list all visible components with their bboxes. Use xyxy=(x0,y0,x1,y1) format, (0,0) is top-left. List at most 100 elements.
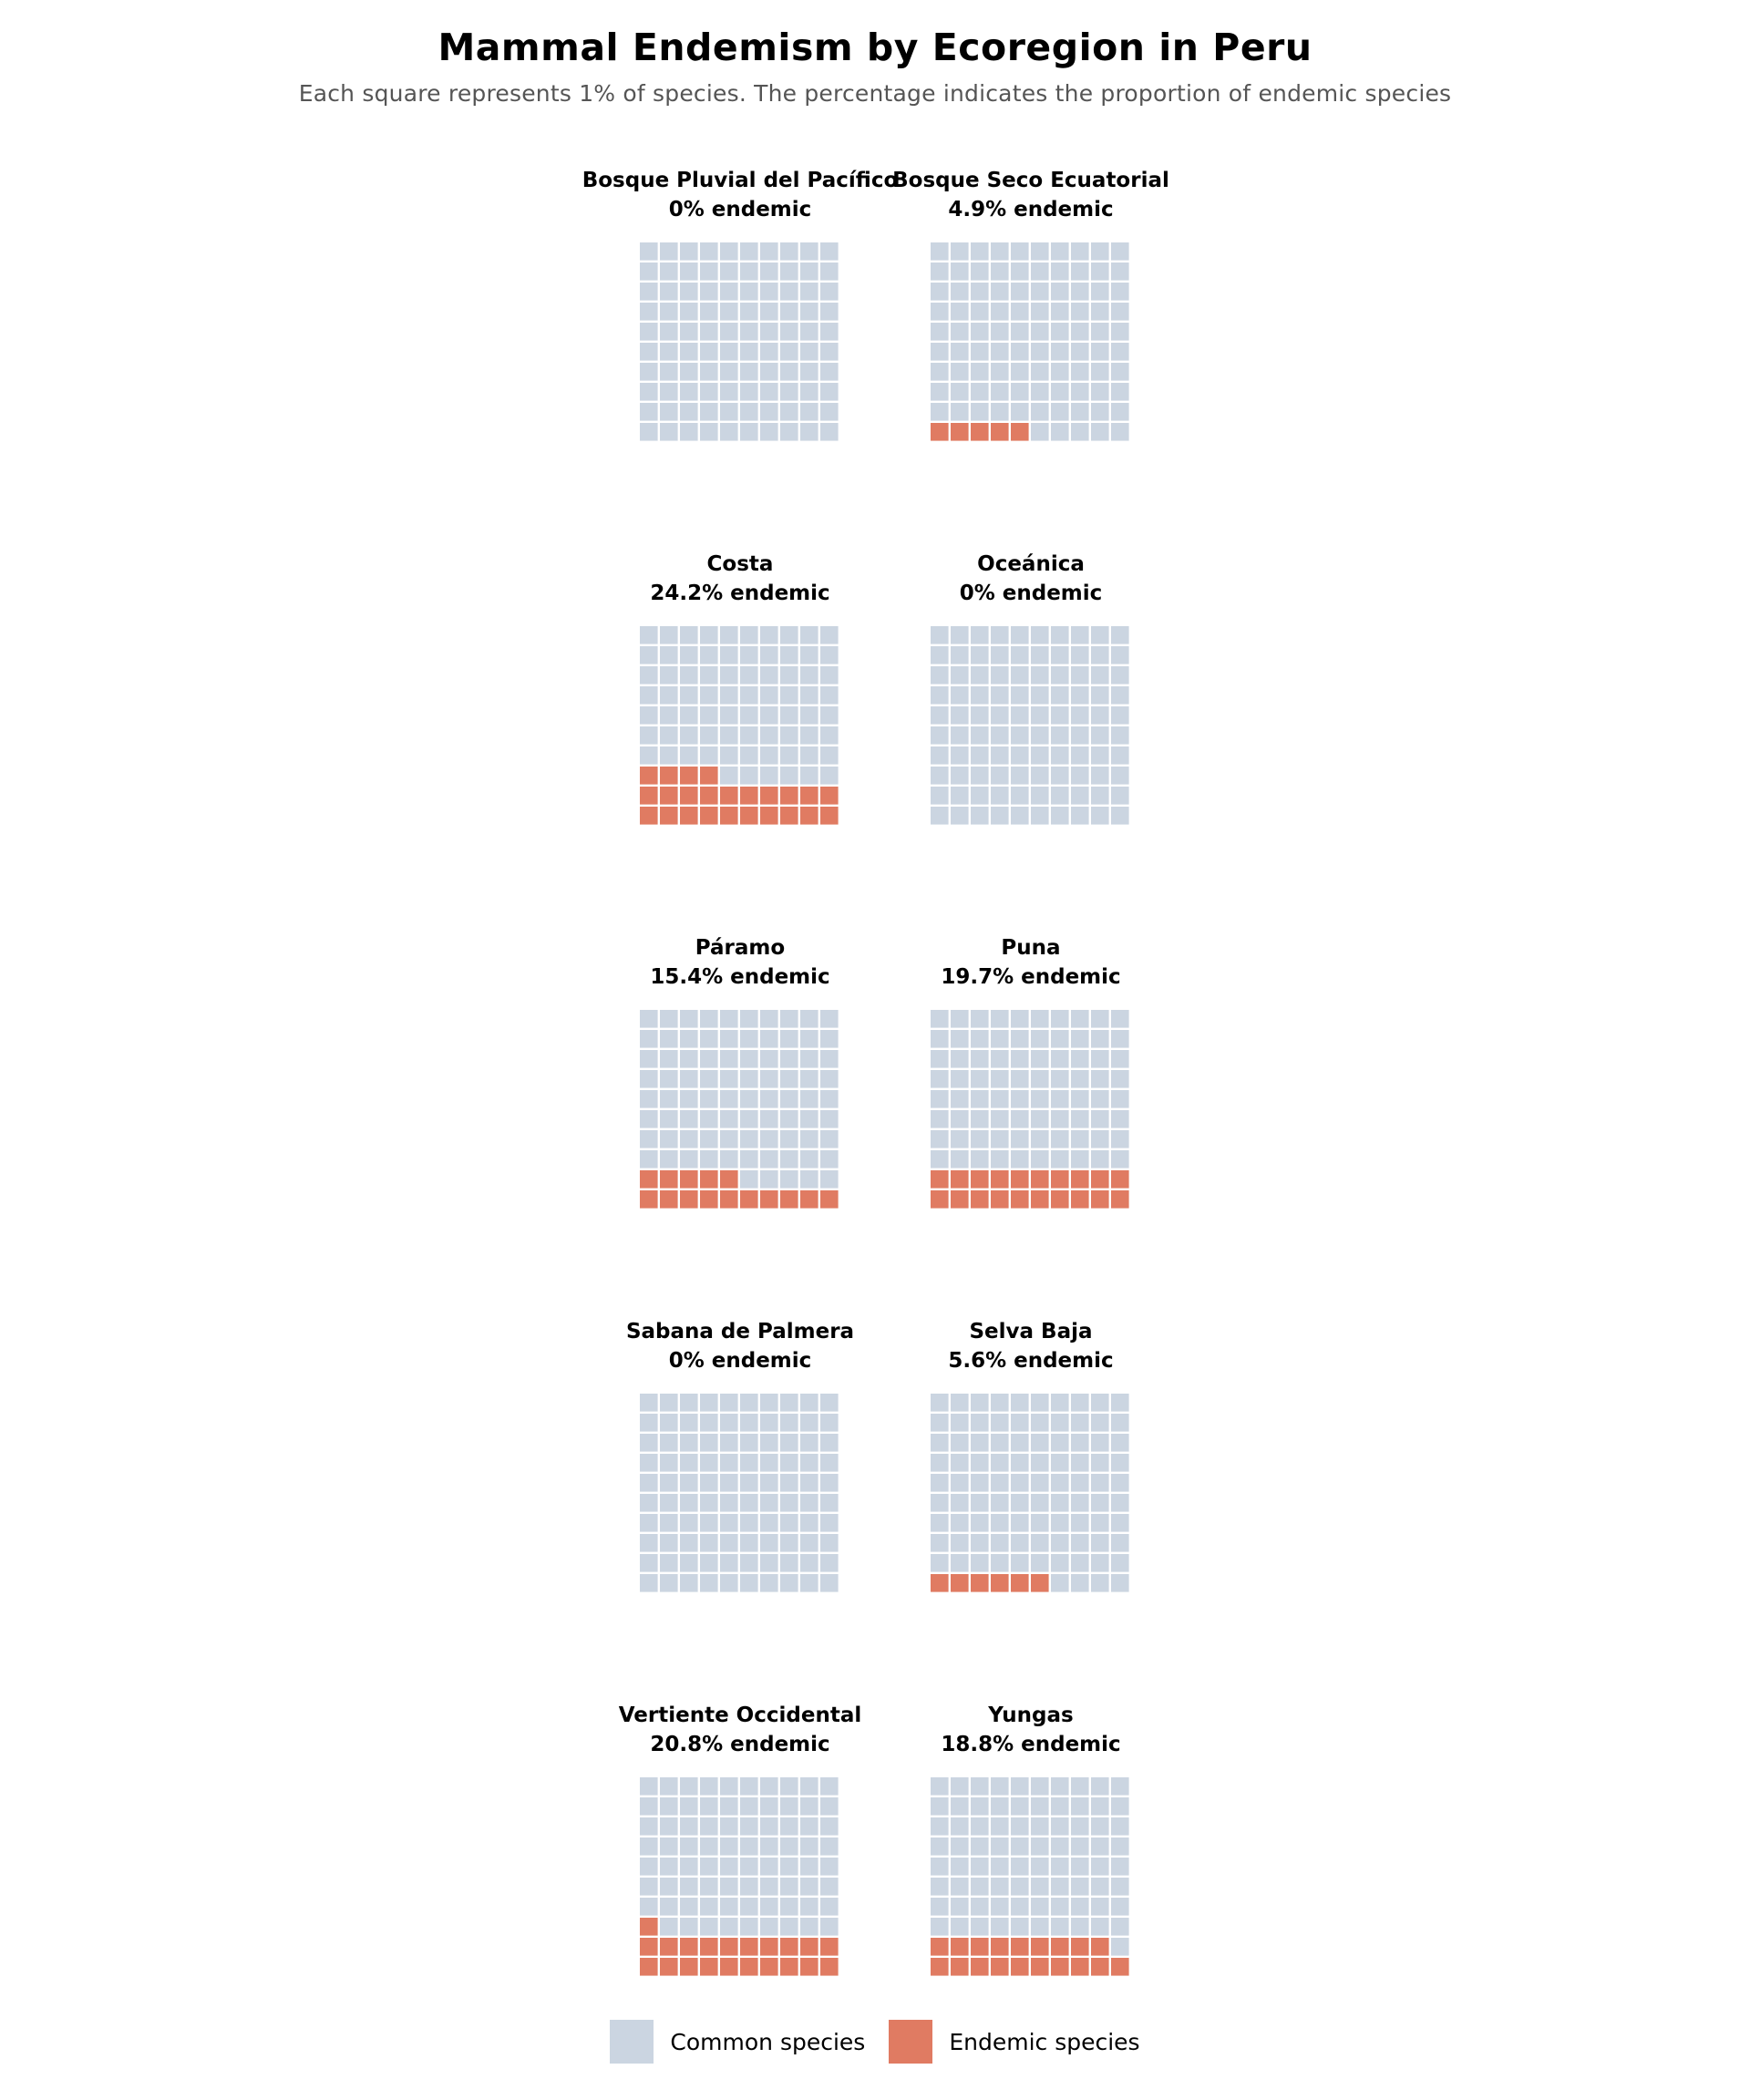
waffle-cell-common xyxy=(780,242,798,261)
waffle-cell-common xyxy=(640,1534,658,1552)
waffle-cell-common xyxy=(1111,303,1129,321)
waffle-cell-endemic xyxy=(680,807,698,825)
waffle-cell-common xyxy=(680,1797,698,1816)
waffle-cell-common xyxy=(1051,1817,1069,1836)
waffle-cell-common xyxy=(1111,1494,1129,1512)
waffle-cell-common xyxy=(1091,1474,1109,1492)
waffle-cell-endemic xyxy=(1071,1938,1089,1956)
waffle-cell-common xyxy=(951,646,969,664)
waffle-cell-common xyxy=(660,1797,678,1816)
panel-title: Puna xyxy=(1001,936,1060,960)
waffle-cell-common xyxy=(951,1918,969,1936)
waffle-cell-common xyxy=(1051,283,1069,301)
waffle-cell-common xyxy=(951,1817,969,1836)
waffle-cell-common xyxy=(1051,1414,1069,1432)
waffle-cell-common xyxy=(1091,303,1109,321)
waffle-cell-common xyxy=(640,1817,658,1836)
legend: Common species Endemic species xyxy=(0,2020,1750,2064)
waffle-cell-common xyxy=(971,746,989,765)
waffle-cell-common xyxy=(931,1414,949,1432)
waffle-cell-common xyxy=(720,1494,738,1512)
waffle-cell-common xyxy=(1071,343,1089,361)
waffle-cell-common xyxy=(800,1434,818,1452)
waffle-cell-endemic xyxy=(951,1958,969,1976)
waffle-cell-common xyxy=(680,1777,698,1796)
waffle-cell-common xyxy=(1031,1878,1049,1896)
waffle-cell-common xyxy=(931,323,949,341)
waffle-cell-common xyxy=(951,1534,969,1552)
waffle-cell-common xyxy=(720,1454,738,1472)
waffle-cell-endemic xyxy=(951,1190,969,1209)
waffle-cell-common xyxy=(951,666,969,685)
waffle-cell-common xyxy=(780,686,798,705)
waffle-cell-endemic xyxy=(720,1190,738,1209)
waffle-cell-common xyxy=(971,646,989,664)
waffle-cell-common xyxy=(951,1474,969,1492)
waffle-cell-endemic xyxy=(640,787,658,805)
waffle-cell-common xyxy=(640,1130,658,1148)
waffle-cell-common xyxy=(1071,746,1089,765)
waffle-cell-endemic xyxy=(700,767,718,785)
waffle-cell-common xyxy=(1011,303,1029,321)
waffle-cell-common xyxy=(1071,686,1089,705)
waffle-cell-endemic xyxy=(740,1190,758,1209)
waffle-cell-common xyxy=(720,1070,738,1088)
waffle-cell-common xyxy=(1091,1070,1109,1088)
waffle-cell-endemic xyxy=(700,787,718,805)
waffle-cell-common xyxy=(720,626,738,644)
waffle-cell-common xyxy=(720,1898,738,1916)
waffle-cell-common xyxy=(931,1394,949,1412)
waffle-cell-endemic xyxy=(991,1938,1009,1956)
waffle-cell-common xyxy=(740,1130,758,1148)
waffle-cell-common xyxy=(951,403,969,421)
waffle-cell-common xyxy=(1111,1454,1129,1472)
waffle-cell-common xyxy=(660,403,678,421)
waffle-cell-common xyxy=(660,343,678,361)
waffle-cell-common xyxy=(991,1110,1009,1128)
waffle-cell-common xyxy=(680,1514,698,1532)
waffle-cell-common xyxy=(720,1534,738,1552)
waffle-cell-common xyxy=(991,1434,1009,1452)
panel-endemic-label: 0% endemic xyxy=(669,1349,812,1373)
waffle-cell-common xyxy=(991,1414,1009,1432)
waffle-cell-common xyxy=(971,686,989,705)
panel-endemic-label: 20.8% endemic xyxy=(650,1733,829,1756)
waffle-cell-common xyxy=(740,242,758,261)
waffle-cell-endemic xyxy=(640,1918,658,1936)
waffle-cell-common xyxy=(1071,1434,1089,1452)
waffle-cell-endemic xyxy=(680,767,698,785)
waffle-cell-common xyxy=(680,1898,698,1916)
waffle-cell-common xyxy=(800,1817,818,1836)
waffle-cell-endemic xyxy=(640,1938,658,1956)
waffle-cell-common xyxy=(700,242,718,261)
waffle-cell-common xyxy=(780,1454,798,1472)
panel-title: Yungas xyxy=(987,1704,1073,1727)
waffle-cell-common xyxy=(640,1434,658,1452)
waffle-cell-common xyxy=(971,787,989,805)
waffle-cell-common xyxy=(1011,1474,1029,1492)
waffle-cell-common xyxy=(760,1918,778,1936)
waffle-cell-endemic xyxy=(640,767,658,785)
panel-puna: Puna 19.7% endemic xyxy=(931,936,1129,1209)
waffle-cell-common xyxy=(680,706,698,725)
waffle-cell-endemic xyxy=(660,1170,678,1189)
waffle-cell-common xyxy=(760,1050,778,1068)
waffle-cell-common xyxy=(1071,726,1089,745)
waffle-cell-common xyxy=(991,807,1009,825)
waffle-cell-common xyxy=(660,1474,678,1492)
waffle-cell-common xyxy=(991,767,1009,785)
waffle-cell-common xyxy=(931,262,949,281)
waffle-cell-common xyxy=(740,1010,758,1028)
waffle-cell-common xyxy=(951,1110,969,1128)
waffle-cell-common xyxy=(820,303,839,321)
waffle-cell-common xyxy=(1111,1838,1129,1856)
waffle-cell-common xyxy=(820,1434,839,1452)
waffle-cell-endemic xyxy=(1011,1958,1029,1976)
waffle-cell-common xyxy=(700,1838,718,1856)
waffle-cell-common xyxy=(1091,1434,1109,1452)
waffle-cell-common xyxy=(820,1797,839,1816)
waffle-cell-common xyxy=(1111,1817,1129,1836)
waffle-cell-common xyxy=(1091,1110,1109,1128)
waffle-cell-common xyxy=(740,1878,758,1896)
